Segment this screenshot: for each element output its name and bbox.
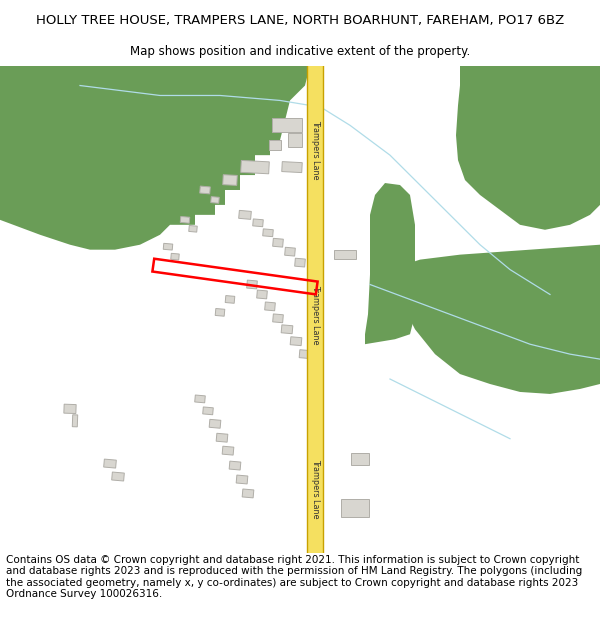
- Text: Trampers Lane: Trampers Lane: [311, 459, 320, 518]
- Polygon shape: [171, 253, 179, 260]
- Polygon shape: [272, 314, 283, 322]
- Text: Trampers Lane: Trampers Lane: [311, 121, 320, 180]
- Polygon shape: [351, 452, 369, 464]
- Polygon shape: [295, 258, 305, 267]
- Text: Contains OS data © Crown copyright and database right 2021. This information is : Contains OS data © Crown copyright and d…: [6, 554, 582, 599]
- Text: Map shows position and indicative extent of the property.: Map shows position and indicative extent…: [130, 46, 470, 58]
- Polygon shape: [203, 407, 213, 415]
- Polygon shape: [216, 433, 228, 442]
- Polygon shape: [180, 216, 190, 223]
- Polygon shape: [365, 183, 415, 344]
- Polygon shape: [269, 140, 281, 150]
- Polygon shape: [272, 238, 283, 247]
- Polygon shape: [215, 309, 225, 316]
- Polygon shape: [189, 226, 197, 232]
- Polygon shape: [290, 337, 302, 346]
- Polygon shape: [0, 66, 310, 249]
- Polygon shape: [390, 245, 600, 394]
- Polygon shape: [288, 133, 302, 148]
- Polygon shape: [282, 162, 302, 172]
- Polygon shape: [211, 197, 219, 203]
- Polygon shape: [72, 415, 78, 427]
- Polygon shape: [225, 296, 235, 303]
- Polygon shape: [247, 280, 257, 289]
- Text: Trampers Lane: Trampers Lane: [311, 284, 320, 344]
- Polygon shape: [272, 118, 302, 132]
- Polygon shape: [242, 489, 254, 498]
- Polygon shape: [222, 446, 234, 455]
- Polygon shape: [200, 186, 210, 194]
- Polygon shape: [64, 404, 76, 414]
- Polygon shape: [112, 472, 124, 481]
- Polygon shape: [284, 248, 295, 256]
- Polygon shape: [253, 219, 263, 227]
- Polygon shape: [241, 161, 269, 174]
- Polygon shape: [195, 395, 205, 403]
- Polygon shape: [456, 66, 600, 230]
- Polygon shape: [257, 290, 268, 299]
- Polygon shape: [104, 459, 116, 468]
- Polygon shape: [334, 250, 356, 259]
- Bar: [307, 66, 323, 553]
- Polygon shape: [209, 419, 221, 428]
- Polygon shape: [265, 302, 275, 311]
- Polygon shape: [163, 243, 173, 250]
- Polygon shape: [341, 499, 369, 518]
- Polygon shape: [236, 475, 248, 484]
- Text: HOLLY TREE HOUSE, TRAMPERS LANE, NORTH BOARHUNT, FAREHAM, PO17 6BZ: HOLLY TREE HOUSE, TRAMPERS LANE, NORTH B…: [36, 14, 564, 27]
- Polygon shape: [223, 175, 237, 186]
- Polygon shape: [263, 229, 273, 237]
- Polygon shape: [299, 350, 311, 359]
- Polygon shape: [281, 325, 293, 334]
- Polygon shape: [239, 211, 251, 219]
- Polygon shape: [229, 461, 241, 470]
